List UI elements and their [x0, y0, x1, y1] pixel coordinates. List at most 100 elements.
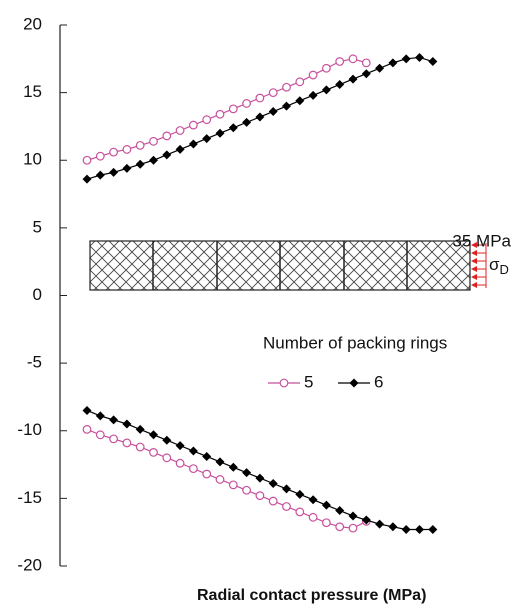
- point: [95, 411, 105, 421]
- point: [228, 480, 238, 490]
- point: [109, 147, 118, 157]
- point: [228, 123, 238, 133]
- point: [321, 500, 331, 510]
- point: [202, 115, 212, 125]
- point: [188, 446, 198, 456]
- point: [268, 478, 278, 488]
- point: [122, 163, 132, 173]
- point: [135, 442, 145, 452]
- pressure-label: 35 MPa: [452, 231, 511, 250]
- point: [175, 144, 185, 154]
- point: [162, 453, 172, 463]
- point: [348, 523, 358, 533]
- y-tick-label: 10: [23, 150, 42, 169]
- point: [268, 496, 278, 506]
- point: [95, 151, 105, 161]
- point: [388, 522, 398, 532]
- point: [162, 150, 172, 160]
- point: [109, 167, 119, 177]
- point: [322, 518, 331, 528]
- y-tick-label: -5: [27, 353, 42, 372]
- point: [255, 473, 265, 483]
- point: [321, 85, 331, 95]
- y-tick-label: 0: [33, 285, 42, 304]
- y-tick-label: 5: [33, 217, 42, 236]
- point: [109, 434, 118, 444]
- packing-rings: [89, 240, 487, 291]
- point: [82, 155, 92, 165]
- point: [215, 109, 225, 119]
- legend-marker: [279, 378, 289, 388]
- point: [388, 58, 398, 68]
- legend-marker: [349, 378, 359, 388]
- point: [215, 457, 225, 467]
- point: [122, 419, 132, 429]
- point: [282, 101, 291, 111]
- point: [149, 136, 158, 146]
- point: [375, 63, 385, 73]
- point: [202, 134, 212, 144]
- point: [282, 82, 291, 92]
- point: [295, 507, 305, 517]
- y-tick-label: 15: [23, 82, 42, 101]
- series-line: [86, 428, 367, 529]
- point: [322, 63, 331, 73]
- point: [308, 512, 318, 522]
- point: [82, 424, 92, 434]
- stress-label: σD: [489, 255, 509, 277]
- point: [255, 491, 265, 501]
- x-axis-label: Radial contact pressure (MPa): [197, 587, 426, 604]
- point: [242, 485, 252, 495]
- point: [348, 511, 358, 521]
- point: [255, 93, 265, 103]
- legend-label: 5: [304, 372, 313, 391]
- point: [268, 88, 278, 98]
- point: [255, 112, 265, 122]
- point: [149, 155, 158, 165]
- point: [175, 441, 185, 451]
- point: [82, 405, 92, 415]
- point: [228, 104, 238, 114]
- point: [175, 458, 185, 468]
- point: [415, 524, 424, 534]
- legend-label: 6: [374, 372, 383, 391]
- point: [282, 484, 291, 494]
- point: [188, 120, 198, 130]
- point: [335, 506, 345, 516]
- point: [242, 99, 252, 108]
- point: [228, 462, 238, 472]
- stress-symbol: σ: [489, 255, 500, 274]
- point: [242, 468, 252, 478]
- point: [202, 451, 212, 461]
- point: [401, 524, 411, 534]
- point: [375, 519, 385, 529]
- point: [428, 57, 438, 67]
- point: [135, 159, 145, 169]
- point: [295, 77, 305, 87]
- point: [295, 489, 305, 499]
- point: [361, 58, 371, 68]
- point: [188, 139, 198, 149]
- stress-subscript: D: [500, 262, 509, 277]
- point: [82, 174, 92, 184]
- point: [335, 522, 345, 532]
- point: [335, 57, 345, 66]
- point: [308, 90, 318, 100]
- point: [361, 515, 371, 525]
- y-tick-label: -20: [17, 555, 42, 574]
- point: [428, 524, 438, 534]
- point: [348, 54, 358, 64]
- point: [122, 145, 132, 154]
- point: [415, 52, 424, 62]
- y-tick-label: -15: [17, 488, 42, 507]
- point: [188, 464, 198, 474]
- series-line: [86, 58, 367, 161]
- point: [295, 96, 305, 106]
- point: [215, 475, 225, 484]
- legend-title: Number of packing rings: [263, 333, 447, 352]
- point: [215, 128, 225, 138]
- point: [135, 424, 145, 434]
- point: [335, 80, 345, 90]
- point: [162, 131, 172, 141]
